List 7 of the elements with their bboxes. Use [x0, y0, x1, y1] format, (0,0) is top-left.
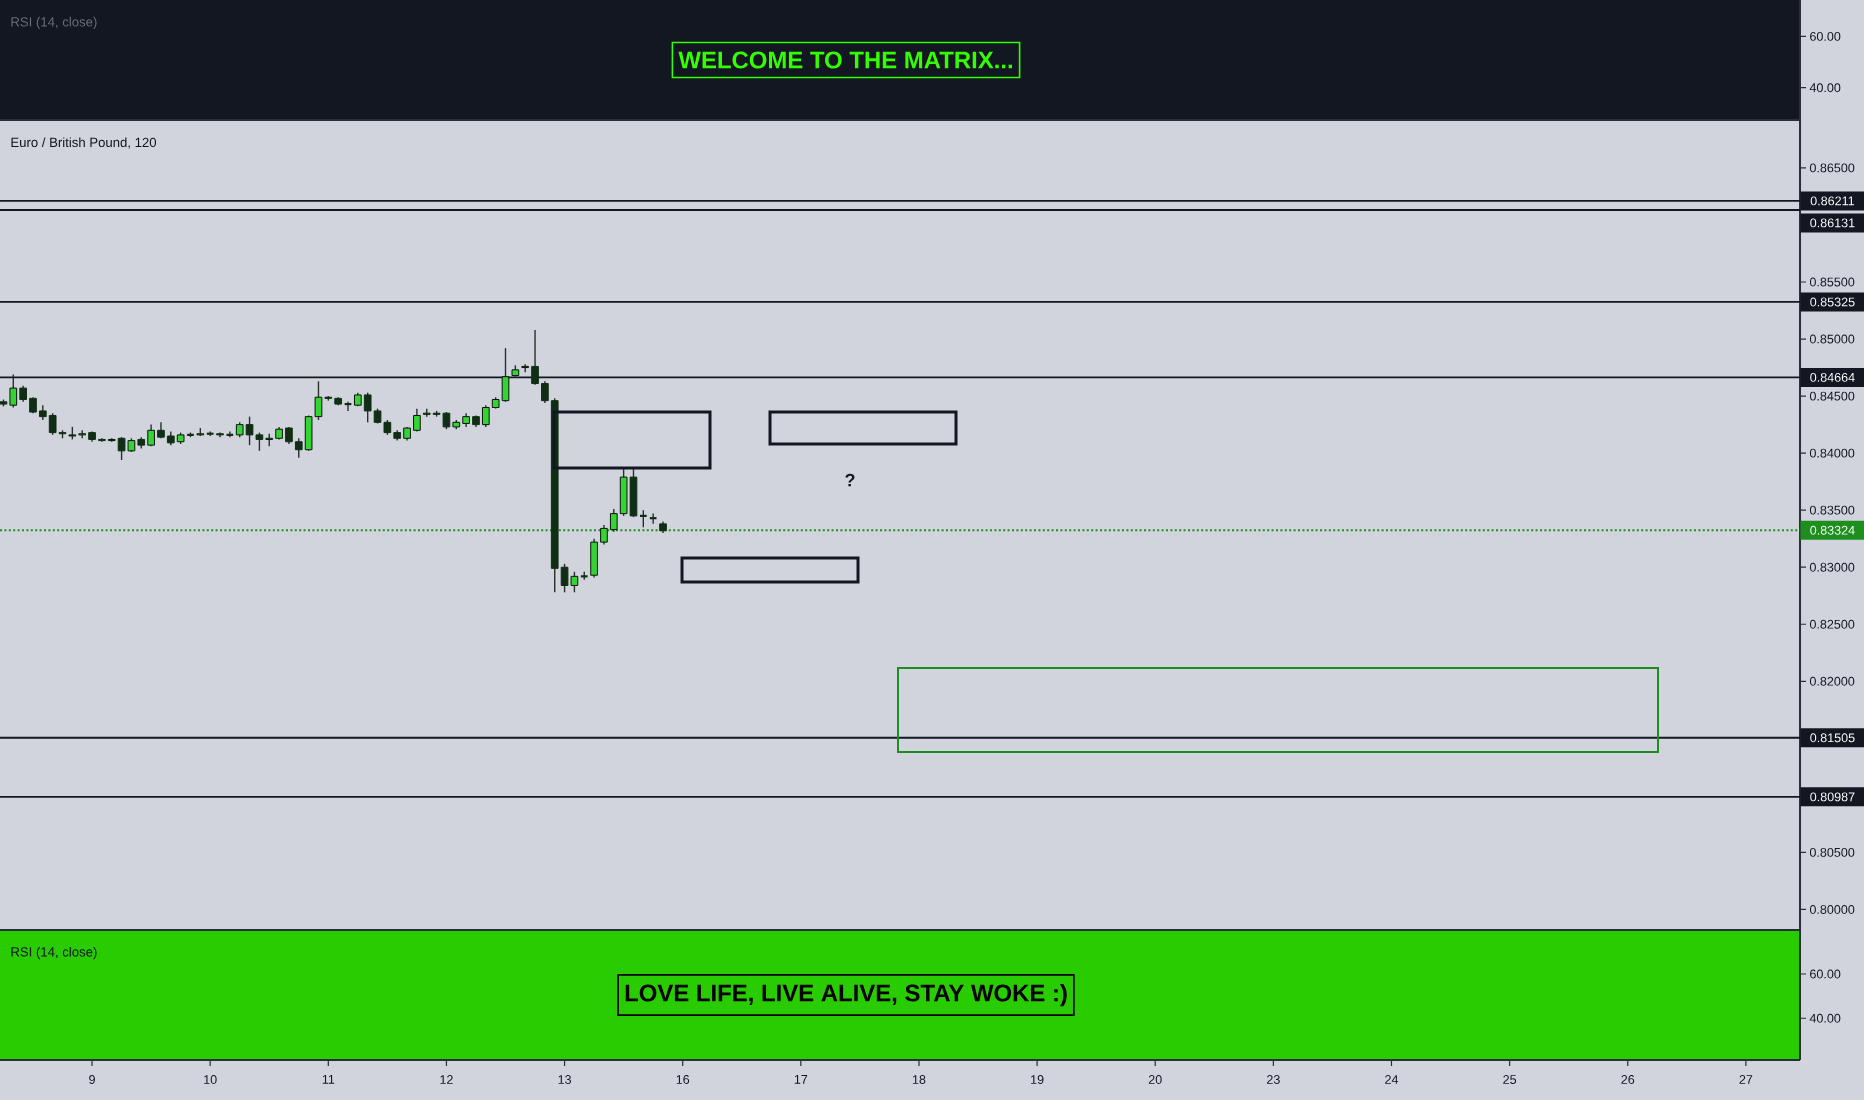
annotation: WELCOME TO THE MATRIX...: [678, 51, 1012, 69]
annotation: LOVE LIFE, LIVE ALIVE, STAY WOKE :): [625, 983, 1067, 1007]
candlestick: [117, 436, 126, 461]
annotation: ?: [845, 473, 855, 487]
candlestick: [648, 512, 658, 525]
candlestick: [9, 373, 18, 409]
candlestick: [570, 571, 579, 594]
